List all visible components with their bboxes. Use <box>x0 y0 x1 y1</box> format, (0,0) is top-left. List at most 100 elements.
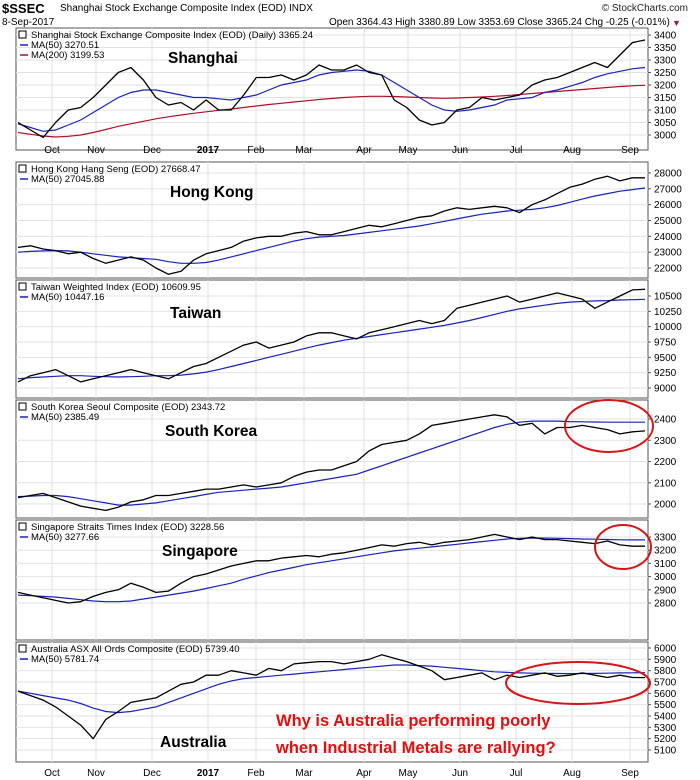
x-tick-label-bottom: Feb <box>247 768 265 779</box>
legend-entry: MA(50) 2385.49 <box>31 412 99 423</box>
y-tick-label: 10500 <box>654 292 682 303</box>
region-label: Hong Kong <box>170 184 254 201</box>
legend-entry: Hong Kong Hang Seng (EOD) 27668.47 <box>31 164 201 175</box>
x-tick-label-top: Dec <box>143 145 161 156</box>
y-tick-label: 3000 <box>654 572 677 583</box>
annotation-line-2: when Industrial Metals are rallying? <box>275 739 556 757</box>
panel-singapore: 2800 2900 3000 3100 3200 3300 Singapore Strait… <box>15 519 677 641</box>
x-tick-label-top: Oct <box>44 145 60 156</box>
y-tick-label: 9000 <box>654 384 677 395</box>
panel-frame <box>15 279 649 399</box>
legend-swatch <box>18 30 27 39</box>
stockcharts-logo: © StockCharts.com <box>601 3 688 14</box>
y-tick-label: 10000 <box>654 322 682 333</box>
y-tick-label: 5600 <box>654 689 677 700</box>
legend-entry: MA(50) 3277.66 <box>31 532 99 543</box>
ma50-line <box>17 664 646 714</box>
y-tick-label: 2100 <box>654 478 677 489</box>
y-tick-label: 3050 <box>654 118 677 129</box>
y-tick-label: 9750 <box>654 338 677 349</box>
y-tick-label: 23000 <box>654 248 682 259</box>
y-tick-label: 27000 <box>654 184 682 195</box>
x-tick-label-bottom: May <box>399 768 418 779</box>
ma50-line <box>17 420 645 506</box>
legend-entry: Taiwan Weighted Index (EOD) 10609.95 <box>31 282 201 293</box>
y-tick-label: 5500 <box>654 700 677 711</box>
y-tick-label: 2900 <box>654 585 677 596</box>
y-tick-label: 6000 <box>654 644 677 655</box>
legend-entry: MA(50) 27045.88 <box>31 174 104 185</box>
y-tick-label: 22000 <box>654 264 682 275</box>
y-tick-label: 3100 <box>654 559 677 570</box>
price-line <box>17 414 646 512</box>
price-line <box>17 654 646 740</box>
annotation-line-1: Why is Australia performing poorly <box>276 712 551 730</box>
legend-swatch <box>18 282 27 291</box>
x-tick-label-top: Apr <box>356 145 372 156</box>
x-tick-label-bottom: Mar <box>295 768 313 779</box>
region-label: Australia <box>160 734 227 751</box>
y-tick-label: 3400 <box>654 31 677 42</box>
symbol-description: Shanghai Stock Exchange Composite Index … <box>60 3 313 14</box>
y-tick-label: 24000 <box>654 232 682 243</box>
region-label: Taiwan <box>170 305 221 322</box>
y-tick-label: 2000 <box>654 500 677 511</box>
region-label: Shanghai <box>168 50 238 67</box>
x-tick-label-top: Feb <box>247 145 265 156</box>
y-tick-label: 5900 <box>654 655 677 666</box>
y-tick-label: 5300 <box>654 723 677 734</box>
x-tick-label-bottom: 2017 <box>197 768 220 779</box>
ma50-line <box>17 298 646 380</box>
ohlc-summary: Open 3364.43 High 3380.89 Low 3353.69 Cl… <box>329 17 670 28</box>
symbol-label: $SSEC <box>2 1 45 16</box>
highlight-circle <box>594 524 652 570</box>
y-tick-label: 3000 <box>654 131 677 142</box>
price-line <box>17 533 645 604</box>
highlight-circle <box>505 661 651 705</box>
y-tick-label: 5100 <box>654 746 677 757</box>
legend-entry: MA(50) 10447.16 <box>31 292 104 303</box>
ma200-line <box>17 84 646 138</box>
x-tick-label-top: Jul <box>510 145 523 156</box>
y-tick-label: 2400 <box>654 415 677 426</box>
y-tick-label: 3200 <box>654 546 677 557</box>
x-tick-label-top: Aug <box>563 145 581 156</box>
x-tick-label-bottom: Jul <box>510 768 523 779</box>
ma50-line <box>17 537 645 603</box>
x-tick-label-bottom: Dec <box>143 768 161 779</box>
y-tick-label: 3150 <box>654 93 677 104</box>
panel-australia: 5100520053005400550056005700580059006000… <box>15 641 677 763</box>
y-tick-label: 5700 <box>654 678 677 689</box>
x-tick-label-bottom: Oct <box>44 768 60 779</box>
panel-frame <box>15 519 649 641</box>
ma50-line <box>17 187 646 264</box>
legend-entry: MA(200) 3199.53 <box>31 50 104 61</box>
legend-swatch <box>18 164 27 173</box>
highlight-circle <box>564 399 654 453</box>
y-tick-label: 26000 <box>654 200 682 211</box>
y-tick-label: 3250 <box>654 68 677 79</box>
y-tick-label: 3300 <box>654 56 677 67</box>
panel-frame <box>15 399 649 519</box>
y-tick-label: 2800 <box>654 599 677 610</box>
panel-south-korea: 2000 2100 2200 2300 2400 South Korea Seoul Co… <box>15 399 677 519</box>
change-down-icon: ▼ <box>672 18 681 28</box>
legend-entry: Australia ASX All Ords Composite (EOD) 5… <box>31 644 240 655</box>
y-tick-label: 10250 <box>654 307 682 318</box>
y-tick-label: 9250 <box>654 368 677 379</box>
region-label: South Korea <box>165 423 258 440</box>
y-tick-label: 3200 <box>654 81 677 92</box>
x-tick-label-bottom: Nov <box>87 768 105 779</box>
y-tick-label: 5800 <box>654 666 677 677</box>
y-tick-label: 28000 <box>654 169 682 180</box>
y-tick-label: 9500 <box>654 353 677 364</box>
y-tick-label: 2300 <box>654 436 677 447</box>
y-tick-label: 25000 <box>654 216 682 227</box>
legend-swatch <box>18 644 27 653</box>
y-tick-label: 3350 <box>654 43 677 54</box>
legend-entry: South Korea Seoul Composite (EOD) 2343.7… <box>31 402 225 413</box>
legend-swatch <box>18 522 27 531</box>
ma50-line <box>17 66 646 132</box>
